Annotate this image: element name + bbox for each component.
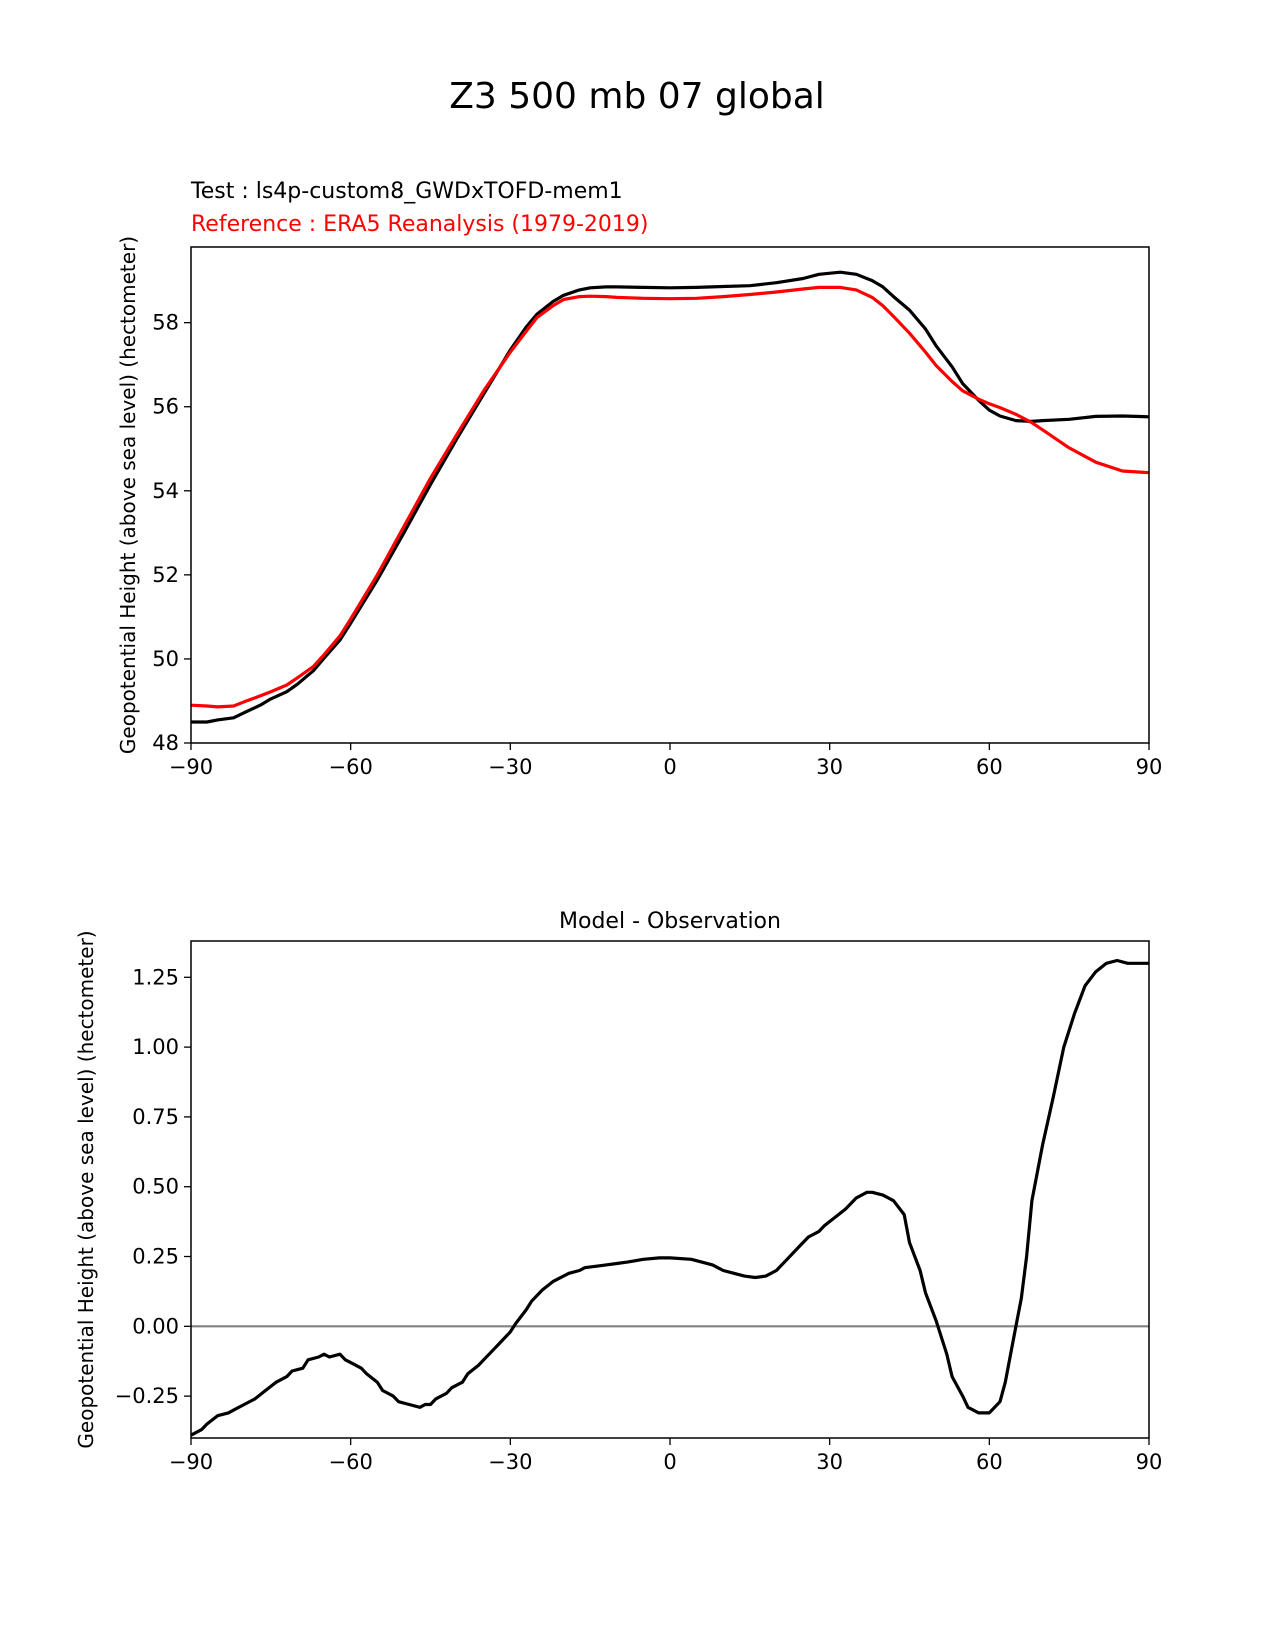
y-tick-label: −0.25 [115,1384,179,1408]
y-tick-label: 1.00 [132,1035,179,1059]
x-tick-label: 0 [663,755,676,779]
x-tick-label: −90 [169,1450,213,1474]
x-tick-label: 60 [976,1450,1003,1474]
x-tick-label: 90 [1136,1450,1163,1474]
panel-top: Test : ls4p-custom8_GWDxTOFD-mem1 Refere… [116,179,1162,779]
y-tick-label: 52 [152,563,179,587]
y-tick-label: 0.50 [132,1175,179,1199]
series-line-test [191,270,1150,724]
x-tick-label: 30 [816,1450,843,1474]
panel-top-frame [190,246,1150,744]
x-tick-label: −30 [488,1450,532,1474]
y-axis-label: Geopotential Height (above sea level) (h… [74,930,98,1448]
figure-title: Z3 500 mb 07 global [449,76,825,117]
y-axis-label: Geopotential Height (above sea level) (h… [116,236,140,754]
x-tick-label: −60 [329,1450,373,1474]
series-line-reference [190,285,1150,709]
panel-bottom-frame [190,940,1150,1439]
legend-test-label: Test : ls4p-custom8_GWDxTOFD-mem1 [190,179,623,204]
panel-bottom-series [190,958,1149,1437]
panel-top-ticks: −90 −60 −30 0 30 60 90 48 50 52 54 56 58 Geopotential… [116,236,1162,779]
y-tick-label: 1.25 [132,965,179,989]
series-line-model-observation [190,958,1149,1437]
y-tick-label: 0.00 [132,1314,179,1338]
y-tick-label: 58 [152,311,179,335]
y-tick-label: 56 [152,395,179,419]
panel-bottom-title: Model - Observation [559,909,781,934]
panel-top-series [190,270,1150,724]
x-tick-label: −30 [488,755,532,779]
x-tick-label: 90 [1136,755,1163,779]
legend-reference-label: Reference : ERA5 Reanalysis (1979-2019) [191,212,649,237]
x-tick-label: 30 [816,755,843,779]
y-tick-label: 54 [152,479,179,503]
y-tick-label: 50 [152,647,179,671]
panel-bottom: Model - Observation −90 −60 −30 0 30 60 90 −0.2… [74,909,1162,1474]
x-tick-label: −90 [169,755,213,779]
x-tick-label: −60 [329,755,373,779]
y-tick-label: 0.75 [132,1105,179,1129]
x-tick-label: 60 [976,755,1003,779]
x-tick-label: 0 [663,1450,676,1474]
y-tick-label: 48 [152,731,179,755]
y-tick-label: 0.25 [132,1245,179,1269]
panel-bottom-ticks: −90 −60 −30 0 30 60 90 −0.25 0.00 0.25 0.50 0.75 1.0… [74,930,1162,1474]
